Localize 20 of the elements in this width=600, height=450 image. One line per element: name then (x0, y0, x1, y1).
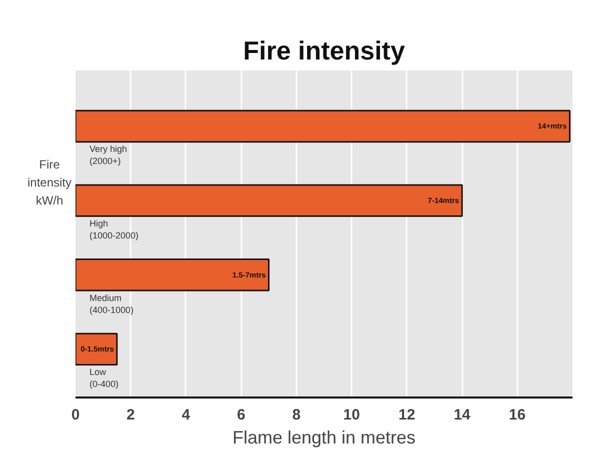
x-tick-label: 8 (292, 406, 301, 424)
y-tick-label: Very high (2000+) (90, 144, 128, 166)
x-tick-label: 16 (508, 406, 526, 424)
x-tick-label: 2 (126, 406, 135, 424)
x-tick-label: 12 (398, 406, 416, 424)
y-tick-label: Medium (400-1000) (90, 292, 134, 315)
bar (76, 332, 118, 366)
bar (76, 110, 570, 143)
x-axis-title: Flame length in metres (232, 428, 416, 448)
bar (76, 258, 270, 292)
y-tick-label: High (1000-2000) (90, 218, 139, 241)
x-tick-label: 10 (343, 406, 360, 424)
chart-title: Fire intensity (243, 36, 406, 66)
x-tick-label: 14 (454, 406, 472, 424)
x-tick-label: 6 (236, 406, 246, 424)
y-tick-label: Low (0-400) (90, 367, 119, 390)
x-tick-label: 0 (71, 406, 80, 424)
bar (76, 184, 463, 217)
x-tick-label: 4 (182, 406, 191, 424)
y-axis-title: Fire intensity kW/h (27, 157, 72, 208)
